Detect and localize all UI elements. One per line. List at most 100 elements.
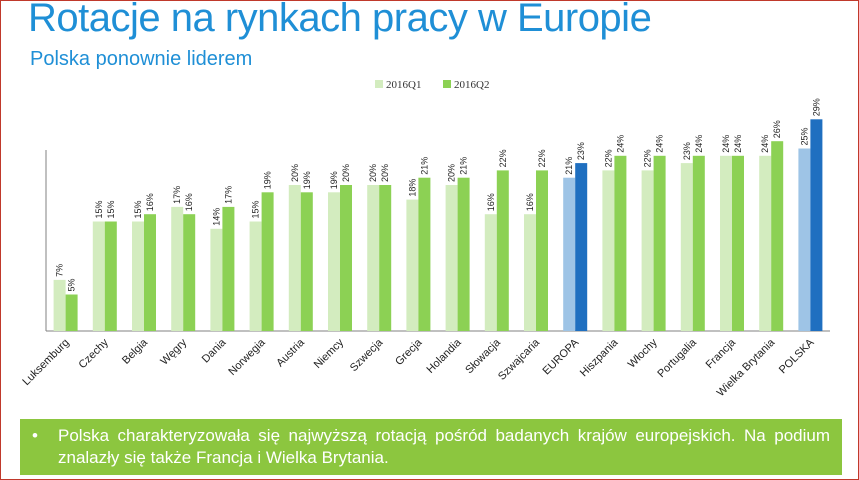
category-label-10: Holandia <box>425 336 465 376</box>
data-label-2016Q1-19: 25% <box>799 127 809 145</box>
bar-2016Q2-10 <box>457 177 470 331</box>
bar-2016Q1-15 <box>641 170 654 331</box>
bar-2016Q2-18 <box>771 141 784 331</box>
data-label-2016Q1-2: 15% <box>133 200 143 218</box>
bar-2016Q1-16 <box>680 163 693 331</box>
bar-2016Q1-5 <box>249 221 262 331</box>
category-label-11: Słowacja <box>463 336 503 376</box>
bar-2016Q2-7 <box>340 185 352 331</box>
bar-2016Q1-17 <box>720 155 732 331</box>
bar-2016Q1-18 <box>759 155 772 331</box>
bar-2016Q2-3 <box>183 214 196 331</box>
category-label-1: Czechy <box>76 336 111 371</box>
category-label-17: Francja <box>704 336 739 371</box>
bar-2016Q2-2 <box>144 214 156 331</box>
data-label-2016Q1-9: 18% <box>407 179 417 197</box>
bar-2016Q1-3 <box>171 206 184 331</box>
data-label-2016Q2-10: 21% <box>459 157 469 175</box>
bullet-icon: • <box>32 426 38 445</box>
data-label-2016Q2-16: 24% <box>694 135 704 153</box>
data-label-2016Q2-14: 24% <box>615 135 625 153</box>
data-label-2016Q1-1: 15% <box>94 200 104 218</box>
bar-2016Q1-9 <box>406 199 419 331</box>
category-label-16: Portugalia <box>655 336 699 380</box>
bar-2016Q1-12 <box>524 214 536 331</box>
legend-swatch-2016Q2 <box>443 80 451 88</box>
bar-2016Q2-14 <box>614 155 627 331</box>
data-label-2016Q2-17: 24% <box>733 135 743 153</box>
summary-note: • Polska charakteryzowała się najwyższą … <box>20 419 842 475</box>
data-label-2016Q1-10: 20% <box>447 164 457 182</box>
bar-2016Q2-19 <box>810 119 823 331</box>
bar-2016Q2-6 <box>300 192 313 331</box>
bar-2016Q2-15 <box>653 155 666 331</box>
data-label-2016Q1-8: 20% <box>368 164 378 182</box>
legend-label-2016Q2: 2016Q2 <box>454 79 489 91</box>
category-label-5: Norwegia <box>226 336 268 378</box>
bar-2016Q1-13 <box>563 177 576 331</box>
bar-2016Q1-6 <box>288 185 301 331</box>
legend-label-2016Q1: 2016Q1 <box>386 79 421 91</box>
data-label-2016Q1-7: 19% <box>329 171 339 189</box>
category-label-14: Hiszpania <box>578 336 621 379</box>
data-label-2016Q2-19: 29% <box>811 98 821 116</box>
bar-2016Q2-11 <box>496 170 509 331</box>
data-label-2016Q1-18: 24% <box>760 135 770 153</box>
data-label-2016Q1-14: 22% <box>603 149 613 167</box>
data-label-2016Q1-0: 7% <box>55 264 65 277</box>
category-label-3: Węgry <box>158 336 189 367</box>
bar-2016Q2-0 <box>65 294 78 331</box>
data-label-2016Q1-6: 20% <box>290 164 300 182</box>
page-subtitle: Polska ponownie liderem <box>30 48 253 70</box>
data-label-2016Q1-15: 22% <box>643 149 653 167</box>
bar-2016Q1-14 <box>602 170 615 331</box>
data-label-2016Q1-17: 24% <box>721 135 731 153</box>
bar-2016Q1-10 <box>445 185 458 331</box>
bar-2016Q2-1 <box>104 221 117 331</box>
data-label-2016Q1-16: 23% <box>682 142 692 160</box>
data-label-2016Q2-15: 24% <box>655 135 665 153</box>
category-label-19: POLSKA <box>777 336 817 376</box>
data-label-2016Q2-13: 23% <box>576 142 586 160</box>
bar-2016Q2-17 <box>732 155 744 331</box>
bar-2016Q1-8 <box>367 185 380 331</box>
data-label-2016Q2-7: 20% <box>341 164 351 182</box>
bar-2016Q1-11 <box>484 214 497 331</box>
bar-2016Q1-7 <box>328 192 340 331</box>
data-label-2016Q1-5: 15% <box>251 200 261 218</box>
data-label-2016Q2-3: 16% <box>184 193 194 211</box>
bar-2016Q1-4 <box>210 228 223 331</box>
bar-2016Q2-9 <box>418 177 431 331</box>
bar-2016Q1-2 <box>132 221 144 331</box>
data-label-2016Q1-11: 16% <box>486 193 496 211</box>
bar-2016Q2-16 <box>692 155 705 331</box>
bar-2016Q1-1 <box>92 221 105 331</box>
category-label-6: Austria <box>274 336 307 369</box>
data-label-2016Q2-6: 19% <box>302 171 312 189</box>
bar-2016Q2-8 <box>379 185 392 331</box>
bar-2016Q2-4 <box>222 206 235 331</box>
legend-swatch-2016Q1 <box>375 80 383 88</box>
data-label-2016Q1-13: 21% <box>564 157 574 175</box>
category-label-9: Grecja <box>393 336 425 368</box>
summary-text: Polska charakteryzowała się najwyższą ro… <box>58 426 830 467</box>
data-label-2016Q2-4: 17% <box>223 186 233 204</box>
data-label-2016Q2-9: 21% <box>419 157 429 175</box>
category-label-4: Dania <box>200 336 229 365</box>
data-label-2016Q1-3: 17% <box>172 186 182 204</box>
category-label-15: Włochy <box>626 336 660 370</box>
data-label-2016Q1-4: 14% <box>211 208 221 226</box>
data-label-2016Q2-8: 20% <box>380 164 390 182</box>
category-label-7: Niemcy <box>312 336 347 371</box>
bar-2016Q2-13 <box>575 163 588 331</box>
data-label-2016Q2-2: 16% <box>145 193 155 211</box>
page-title: Rotacje na rynkach pracy w Europie <box>28 0 652 40</box>
category-label-0: Luksemburg <box>20 337 71 388</box>
data-label-2016Q2-18: 26% <box>772 120 782 138</box>
data-label-2016Q2-11: 22% <box>498 149 508 167</box>
data-label-2016Q1-12: 16% <box>525 193 535 211</box>
bar-2016Q1-0 <box>53 279 66 331</box>
data-label-2016Q2-12: 22% <box>537 149 547 167</box>
category-label-13: EUROPA <box>541 336 582 377</box>
